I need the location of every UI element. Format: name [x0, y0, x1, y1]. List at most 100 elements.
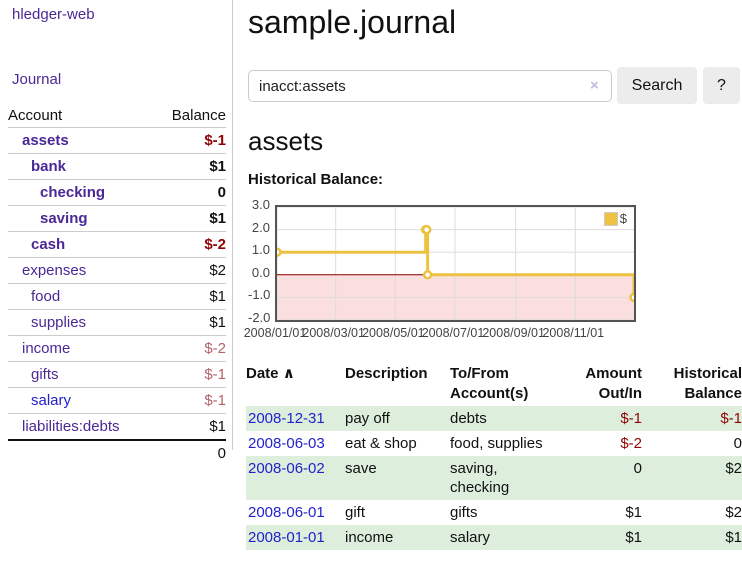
- transaction-date-link[interactable]: 2008-06-02: [248, 460, 325, 477]
- account-row: salary $-1: [8, 387, 226, 414]
- account-balance: $-1: [154, 127, 226, 154]
- account-link[interactable]: food: [31, 288, 61, 305]
- account-link[interactable]: supplies: [31, 314, 87, 331]
- transaction-date-link[interactable]: 2008-06-03: [248, 435, 325, 452]
- register-row: 2008-06-01 gift gifts $1 $2: [246, 500, 742, 525]
- register-table: Date ∧ Description To/From Account(s) Am…: [246, 362, 742, 550]
- y-axis-tick-label: -1.0: [248, 287, 271, 303]
- y-axis-tick-label: -2.0: [248, 310, 271, 325]
- x-axis-tick-label: 2008/09/01: [482, 326, 545, 340]
- accounts-header-balance: Balance: [154, 103, 226, 128]
- account-link[interactable]: bank: [31, 158, 67, 175]
- account-balance: 0: [154, 179, 226, 206]
- account-balance: $1: [154, 283, 226, 310]
- transaction-accounts: saving, checking: [450, 456, 558, 500]
- sidebar-item-journal[interactable]: Journal: [12, 71, 62, 88]
- account-link[interactable]: expenses: [22, 262, 87, 279]
- account-row: income $-2: [8, 335, 226, 362]
- register-header-description: Description: [345, 365, 428, 382]
- account-link[interactable]: income: [22, 340, 71, 357]
- account-link[interactable]: liabilities:debts: [22, 418, 120, 435]
- account-row: saving $1: [8, 205, 226, 232]
- account-balance: $-1: [154, 387, 226, 414]
- account-link[interactable]: cash: [31, 236, 66, 253]
- accounts-table: Account Balance assets $-1 bank $1 checking 0…: [8, 103, 226, 466]
- legend-swatch: [603, 211, 618, 226]
- transaction-amount: 0: [558, 456, 642, 500]
- transaction-balance: $2: [725, 504, 742, 521]
- account-row: expenses $2: [8, 257, 226, 284]
- transaction-description: income: [345, 525, 450, 550]
- transaction-balance: $-1: [642, 406, 742, 431]
- search-form: × Search ?: [248, 67, 742, 105]
- chart-title: Historical Balance:: [248, 171, 384, 188]
- transaction-amount: $-2: [620, 435, 642, 452]
- account-row: supplies $1: [8, 309, 226, 336]
- y-axis-tick-label: 2.0: [251, 219, 270, 235]
- page-title: sample.journal: [248, 4, 457, 40]
- transaction-balance: $1: [642, 525, 742, 550]
- transaction-date-link[interactable]: 2008-06-01: [248, 504, 325, 521]
- account-balance: $1: [154, 413, 226, 441]
- account-balance: $1: [154, 153, 226, 180]
- transaction-balance: 0: [733, 435, 742, 452]
- help-button[interactable]: ?: [703, 67, 740, 104]
- account-row: checking 0: [8, 179, 226, 206]
- transaction-accounts: debts: [450, 406, 558, 431]
- accounts-total-value: 0: [154, 439, 226, 466]
- register-header-date[interactable]: Date ∧: [246, 365, 295, 382]
- account-link[interactable]: gifts: [31, 366, 59, 383]
- account-row: food $1: [8, 283, 226, 310]
- historical-balance-chart: $ 3.0 2.0 1.0 0.0 -1.0 -2.0 2008/01/01 2008/03/…: [244, 197, 688, 344]
- account-link[interactable]: checking: [40, 184, 106, 201]
- account-balance: $-2: [154, 335, 226, 362]
- search-button[interactable]: Search: [617, 67, 697, 104]
- account-link[interactable]: saving: [40, 210, 88, 227]
- account-heading: assets: [248, 126, 324, 156]
- account-balance: $-1: [154, 361, 226, 388]
- accounts-total-spacer: [8, 439, 155, 466]
- accounts-total-row: 0: [8, 439, 226, 466]
- transaction-amount: $-1: [558, 406, 642, 431]
- transaction-balance: $2: [642, 456, 742, 500]
- y-axis-tick-label: 3.0: [251, 197, 270, 212]
- register-row: 2008-06-02 save saving, checking 0 $2: [246, 456, 742, 500]
- account-link[interactable]: salary: [31, 392, 72, 409]
- register-header-balance: Historical Balance: [673, 365, 742, 402]
- transaction-accounts: gifts: [450, 504, 478, 521]
- transaction-date-link[interactable]: 2008-12-31: [248, 410, 325, 427]
- chart-legend: $: [603, 211, 627, 226]
- account-balance: $-2: [154, 231, 226, 258]
- chart-plot-area: $: [275, 205, 636, 322]
- sidebar: hledger-web Journal Account Balance asse…: [0, 0, 233, 466]
- register-header-row: Date ∧ Description To/From Account(s) Am…: [246, 362, 742, 406]
- clear-search-icon[interactable]: ×: [590, 77, 599, 94]
- account-link[interactable]: assets: [22, 132, 69, 149]
- transaction-accounts: food, supplies: [450, 435, 543, 452]
- transaction-amount: $1: [558, 525, 642, 550]
- search-input[interactable]: [248, 70, 612, 102]
- transaction-description: pay off: [345, 406, 450, 431]
- sort-ascending-icon: ∧: [282, 365, 295, 382]
- account-balance: $2: [154, 257, 226, 284]
- transaction-description: eat & shop: [345, 435, 417, 452]
- register-row: 2008-06-03 eat & shop food, supplies $-2 0: [246, 431, 742, 456]
- transaction-accounts: salary: [450, 525, 558, 550]
- account-row: bank $1: [8, 153, 226, 180]
- accounts-header-account: Account: [8, 103, 155, 128]
- register-row: 2008-01-01 income salary $1 $1: [246, 525, 742, 550]
- account-row: gifts $-1: [8, 361, 226, 388]
- app-title-link[interactable]: hledger-web: [12, 6, 95, 23]
- x-axis-tick-label: 2008/03/01: [302, 326, 365, 340]
- transaction-date-link[interactable]: 2008-01-01: [248, 529, 325, 546]
- register-header-amount: Amount Out/In: [585, 365, 642, 402]
- x-axis-tick-label: 2008/11/01: [542, 326, 605, 340]
- account-row: cash $-2: [8, 231, 226, 258]
- y-axis-tick-label: 1.0: [251, 242, 270, 258]
- register-row: 2008-12-31 pay off debts $-1 $-1: [246, 406, 742, 431]
- register-header-tofrom: To/From Account(s): [450, 365, 529, 402]
- y-axis-tick-label: 0.0: [251, 264, 270, 280]
- x-axis-tick-label: 2008/07/01: [421, 326, 485, 340]
- account-balance: $1: [154, 205, 226, 232]
- transaction-description: save: [345, 456, 450, 500]
